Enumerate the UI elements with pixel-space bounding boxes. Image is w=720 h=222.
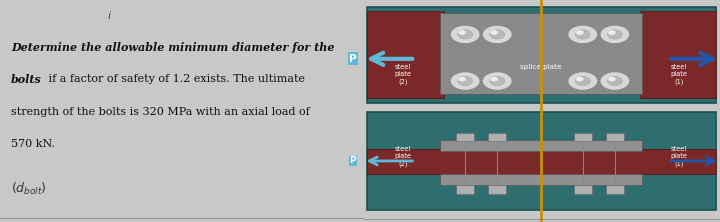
Text: if a factor of safety of 1.2 exists. The ultimate: if a factor of safety of 1.2 exists. The… xyxy=(45,74,305,84)
Text: steel
plate
(1): steel plate (1) xyxy=(670,64,688,85)
FancyBboxPatch shape xyxy=(367,149,716,174)
Text: i: i xyxy=(107,11,111,21)
Text: strength of the bolts is 320 MPa with an axial load of: strength of the bolts is 320 MPa with an… xyxy=(11,107,310,117)
Circle shape xyxy=(450,72,480,90)
Circle shape xyxy=(608,30,622,39)
Circle shape xyxy=(482,72,512,90)
Text: 570 kN.: 570 kN. xyxy=(11,139,55,149)
FancyBboxPatch shape xyxy=(606,133,624,141)
Text: Determine the allowable minimum diameter for the: Determine the allowable minimum diameter… xyxy=(11,42,334,53)
Circle shape xyxy=(600,72,630,90)
Circle shape xyxy=(458,30,472,39)
Circle shape xyxy=(490,30,498,35)
Text: bolts: bolts xyxy=(11,74,42,85)
Text: steel
plate
(2): steel plate (2) xyxy=(395,64,411,85)
Circle shape xyxy=(568,72,598,90)
FancyBboxPatch shape xyxy=(488,185,506,194)
Circle shape xyxy=(608,30,616,35)
FancyBboxPatch shape xyxy=(574,133,592,141)
Text: $(d_{bolt})$: $(d_{bolt})$ xyxy=(11,181,47,197)
Circle shape xyxy=(490,77,498,81)
FancyBboxPatch shape xyxy=(606,185,624,194)
Circle shape xyxy=(482,25,512,44)
Circle shape xyxy=(575,76,590,86)
Circle shape xyxy=(490,76,505,86)
Circle shape xyxy=(490,30,505,39)
Circle shape xyxy=(608,77,616,81)
Text: P: P xyxy=(350,157,356,165)
Circle shape xyxy=(568,25,598,44)
FancyBboxPatch shape xyxy=(367,11,444,98)
FancyBboxPatch shape xyxy=(574,185,592,194)
FancyBboxPatch shape xyxy=(640,11,716,98)
Circle shape xyxy=(458,76,472,86)
Text: steel
plate
(1): steel plate (1) xyxy=(670,146,688,167)
FancyBboxPatch shape xyxy=(367,7,716,103)
FancyBboxPatch shape xyxy=(440,140,642,151)
FancyBboxPatch shape xyxy=(456,133,474,141)
Circle shape xyxy=(576,77,583,81)
Text: splice plate: splice plate xyxy=(521,63,562,70)
Circle shape xyxy=(459,30,466,35)
Circle shape xyxy=(608,76,622,86)
Text: P: P xyxy=(349,54,356,64)
FancyBboxPatch shape xyxy=(440,13,642,94)
FancyBboxPatch shape xyxy=(367,112,716,210)
Circle shape xyxy=(600,25,630,44)
FancyBboxPatch shape xyxy=(456,185,474,194)
FancyBboxPatch shape xyxy=(488,133,506,141)
Circle shape xyxy=(576,30,583,35)
Circle shape xyxy=(575,30,590,39)
Circle shape xyxy=(450,25,480,44)
Text: steel
plate
(2): steel plate (2) xyxy=(395,146,411,167)
Circle shape xyxy=(459,77,466,81)
FancyBboxPatch shape xyxy=(440,174,642,185)
